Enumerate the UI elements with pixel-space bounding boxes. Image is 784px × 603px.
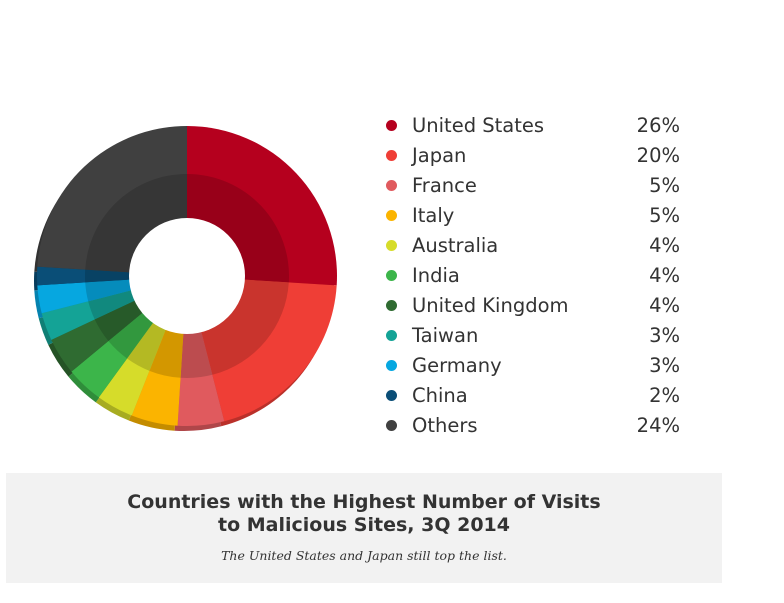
legend-value-taiwan: 3% xyxy=(649,324,680,347)
legend-value-france: 5% xyxy=(649,174,680,197)
legend-entry-china: China 2% xyxy=(386,382,686,412)
legend-label-others: Others xyxy=(412,414,478,437)
legend-marker-taiwan xyxy=(386,330,397,341)
legend-marker-united-kingdom xyxy=(386,300,397,311)
legend-marker-others xyxy=(386,420,397,431)
legend-value-united-kingdom: 4% xyxy=(649,294,680,317)
donut-hole xyxy=(129,218,245,334)
chart-title-line-1: Countries with the Highest Number of Vis… xyxy=(127,491,601,513)
legend-value-japan: 20% xyxy=(636,144,680,167)
legend-value-india: 4% xyxy=(649,264,680,287)
chart-subtitle: The United States and Japan still top th… xyxy=(221,548,507,563)
caption-box: Countries with the Highest Number of Vis… xyxy=(6,473,722,583)
legend-entry-taiwan: Taiwan 3% xyxy=(386,322,686,352)
legend-value-united-states: 26% xyxy=(636,114,680,137)
legend-label-taiwan: Taiwan xyxy=(412,324,479,347)
legend-label-italy: Italy xyxy=(412,204,455,227)
legend-value-china: 2% xyxy=(649,384,680,407)
legend: United States 26% Japan 20% France 5% Italy 5% A… xyxy=(386,112,686,442)
legend-value-others: 24% xyxy=(636,414,680,437)
legend-marker-united-states xyxy=(386,120,397,131)
chart-title-line-2: to Malicious Sites, 3Q 2014 xyxy=(218,514,510,536)
legend-marker-china xyxy=(386,390,397,401)
legend-entry-others: Others 24% xyxy=(386,412,686,442)
legend-label-united-kingdom: United Kingdom xyxy=(412,294,569,317)
legend-entry-united-kingdom: United Kingdom 4% xyxy=(386,292,686,322)
legend-entry-japan: Japan 20% xyxy=(386,142,686,172)
legend-value-italy: 5% xyxy=(649,204,680,227)
legend-marker-germany xyxy=(386,360,397,371)
legend-marker-australia xyxy=(386,240,397,251)
legend-label-india: India xyxy=(412,264,460,287)
legend-marker-france xyxy=(386,180,397,191)
chart-title: Countries with the Highest Number of Vis… xyxy=(6,491,722,537)
legend-entry-australia: Australia 4% xyxy=(386,232,686,262)
legend-label-australia: Australia xyxy=(412,234,499,257)
legend-marker-italy xyxy=(386,210,397,221)
legend-marker-india xyxy=(386,270,397,281)
legend-label-japan: Japan xyxy=(412,144,467,167)
legend-entry-india: India 4% xyxy=(386,262,686,292)
legend-label-united-states: United States xyxy=(412,114,545,137)
legend-label-france: France xyxy=(412,174,477,197)
legend-entry-italy: Italy 5% xyxy=(386,202,686,232)
legend-entry-germany: Germany 3% xyxy=(386,352,686,382)
legend-entry-united-states: United States 26% xyxy=(386,112,686,142)
legend-marker-japan xyxy=(386,150,397,161)
legend-value-australia: 4% xyxy=(649,234,680,257)
legend-label-germany: Germany xyxy=(412,354,502,377)
legend-label-china: China xyxy=(412,384,468,407)
legend-entry-france: France 5% xyxy=(386,172,686,202)
legend-value-germany: 3% xyxy=(649,354,680,377)
